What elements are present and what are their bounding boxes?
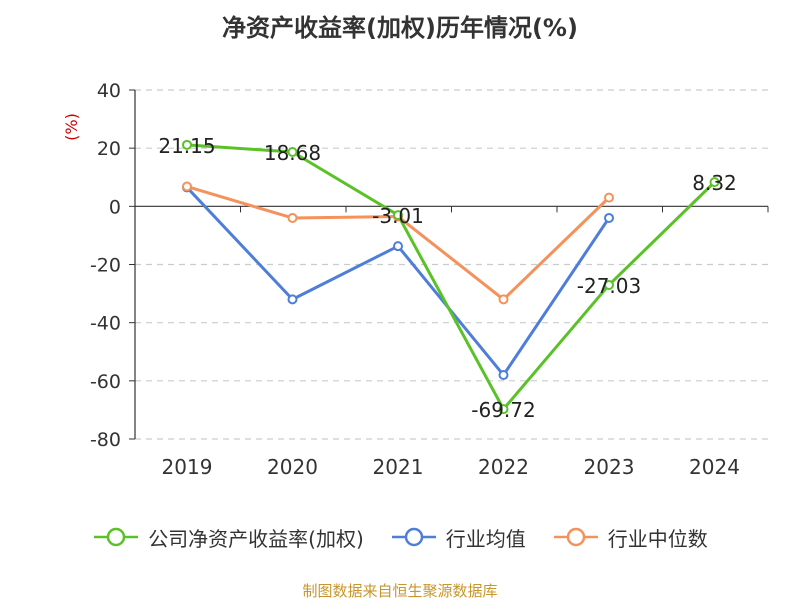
y-tick-label: -80 <box>90 429 121 451</box>
legend-item: 公司净资产收益率(加权) <box>92 523 364 552</box>
chart-title: 净资产收益率(加权)历年情况(%) <box>222 14 578 42</box>
x-tick-label: 2022 <box>478 455 529 479</box>
source-note: 制图数据来自恒生聚源数据库 <box>302 582 498 600</box>
data-label: 21.15 <box>158 134 215 158</box>
data-label: -3.01 <box>372 204 424 228</box>
data-point <box>498 370 509 381</box>
data-label: -69.72 <box>471 398 535 422</box>
x-tick-label: 2020 <box>267 455 318 479</box>
data-point <box>182 139 192 150</box>
data-point <box>604 192 614 203</box>
legend-item: 行业均值 <box>390 523 526 552</box>
legend-label: 行业均值 <box>445 526 526 551</box>
y-tick-label: 0 <box>109 196 121 218</box>
y-tick-label: -20 <box>90 255 121 277</box>
data-point <box>709 177 720 188</box>
x-tick-label: 2019 <box>162 455 213 479</box>
data-label: -27.03 <box>577 274 641 298</box>
legend-marker-icon <box>553 527 598 547</box>
y-tick-label: 40 <box>97 80 121 102</box>
series-line <box>186 143 716 411</box>
x-tick-label: 2024 <box>689 455 740 479</box>
data-label: 18.68 <box>264 141 321 165</box>
data-point <box>287 147 298 158</box>
data-point <box>393 241 403 252</box>
legend-item: 行业中位数 <box>552 523 708 552</box>
x-tick-label: 2021 <box>373 455 424 479</box>
data-point <box>498 404 509 415</box>
data-point <box>604 279 614 290</box>
legend-label: 行业中位数 <box>607 526 708 551</box>
data-point <box>604 212 614 223</box>
y-tick-label: -60 <box>90 371 121 393</box>
legend-marker-icon <box>94 527 139 547</box>
data-point <box>182 181 192 192</box>
y-tick-label: -40 <box>90 313 121 335</box>
legend: 公司净资产收益率(加权) 行业均值 行业中位数 <box>0 520 800 554</box>
data-point <box>287 294 298 305</box>
plot-area: 40 20 0 -20 -40 -60 -80 2019 2020 2021 2022 2023 202… <box>62 80 769 479</box>
legend-label: 公司净资产收益率(加权) <box>148 526 364 551</box>
legend-marker-icon <box>391 527 436 547</box>
data-label: 8.32 <box>692 171 737 195</box>
data-point <box>498 294 509 305</box>
y-tick-label: 20 <box>97 138 121 160</box>
data-point <box>393 210 403 221</box>
y-axis-label: (%) <box>62 113 81 141</box>
x-tick-label: 2023 <box>584 455 635 479</box>
data-point <box>287 212 298 223</box>
